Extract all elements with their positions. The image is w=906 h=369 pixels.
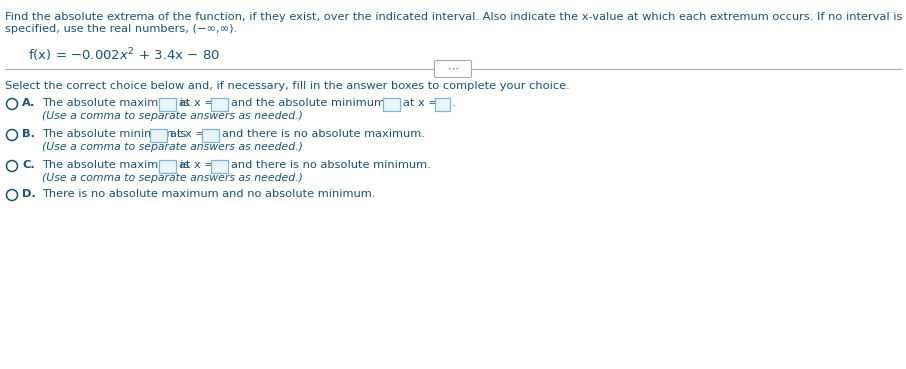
Text: .: . — [452, 98, 456, 108]
Text: f(x) = $-0.002x^2$ + 3.4x $-$ 80: f(x) = $-0.002x^2$ + 3.4x $-$ 80 — [28, 46, 220, 63]
Text: at x =: at x = — [179, 98, 214, 108]
Text: (Use a comma to separate answers as needed.): (Use a comma to separate answers as need… — [42, 173, 303, 183]
Text: and there is no absolute minimum.: and there is no absolute minimum. — [231, 160, 430, 170]
Text: at x =: at x = — [403, 98, 438, 108]
Text: D.: D. — [22, 189, 36, 199]
Text: C.: C. — [22, 160, 34, 170]
Text: (Use a comma to separate answers as needed.): (Use a comma to separate answers as need… — [42, 142, 303, 152]
Text: A.: A. — [22, 98, 35, 108]
FancyBboxPatch shape — [202, 128, 219, 141]
Text: The absolute maximum is: The absolute maximum is — [42, 160, 189, 170]
Text: at x =: at x = — [179, 160, 214, 170]
Text: ⋯: ⋯ — [448, 64, 458, 74]
Text: The absolute minimum is: The absolute minimum is — [42, 129, 186, 139]
FancyBboxPatch shape — [150, 128, 167, 141]
Text: at x =: at x = — [170, 129, 205, 139]
FancyBboxPatch shape — [211, 159, 228, 172]
Text: There is no absolute maximum and no absolute minimum.: There is no absolute maximum and no abso… — [42, 189, 375, 199]
Text: and there is no absolute maximum.: and there is no absolute maximum. — [222, 129, 425, 139]
Text: specified, use the real numbers, (−∞,∞).: specified, use the real numbers, (−∞,∞). — [5, 24, 237, 34]
FancyBboxPatch shape — [211, 97, 228, 110]
Text: B.: B. — [22, 129, 35, 139]
FancyBboxPatch shape — [159, 97, 176, 110]
Text: and the absolute minimum is: and the absolute minimum is — [231, 98, 398, 108]
Text: The absolute maximum is: The absolute maximum is — [42, 98, 189, 108]
FancyBboxPatch shape — [435, 97, 450, 110]
FancyBboxPatch shape — [383, 97, 400, 110]
FancyBboxPatch shape — [435, 61, 471, 77]
Text: Select the correct choice below and, if necessary, fill in the answer boxes to c: Select the correct choice below and, if … — [5, 81, 570, 91]
FancyBboxPatch shape — [159, 159, 176, 172]
Text: (Use a comma to separate answers as needed.): (Use a comma to separate answers as need… — [42, 111, 303, 121]
Text: Find the absolute extrema of the function, if they exist, over the indicated int: Find the absolute extrema of the functio… — [5, 12, 902, 22]
